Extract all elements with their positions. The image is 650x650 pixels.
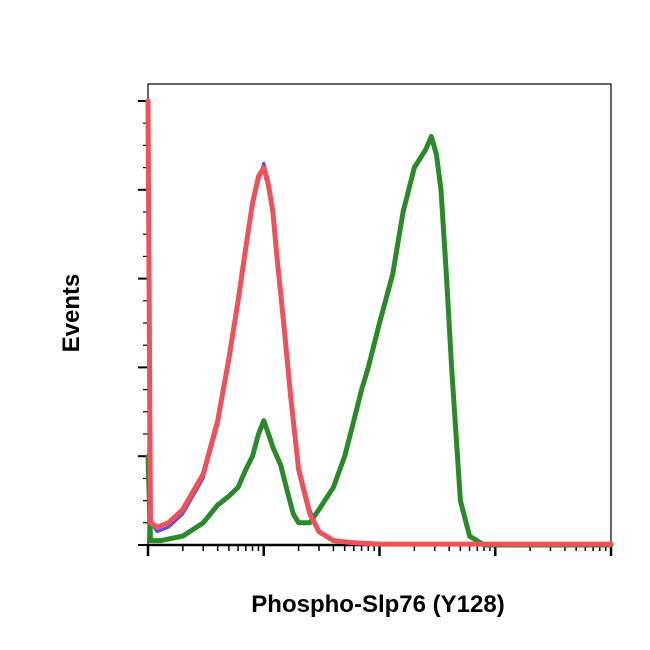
y-axis-label: Events	[58, 274, 85, 353]
series-line-2	[145, 134, 614, 548]
x-axis-label: Phospho-Slp76 (Y128)	[251, 591, 504, 618]
series-line-3	[145, 98, 614, 547]
series-layer	[145, 98, 614, 548]
